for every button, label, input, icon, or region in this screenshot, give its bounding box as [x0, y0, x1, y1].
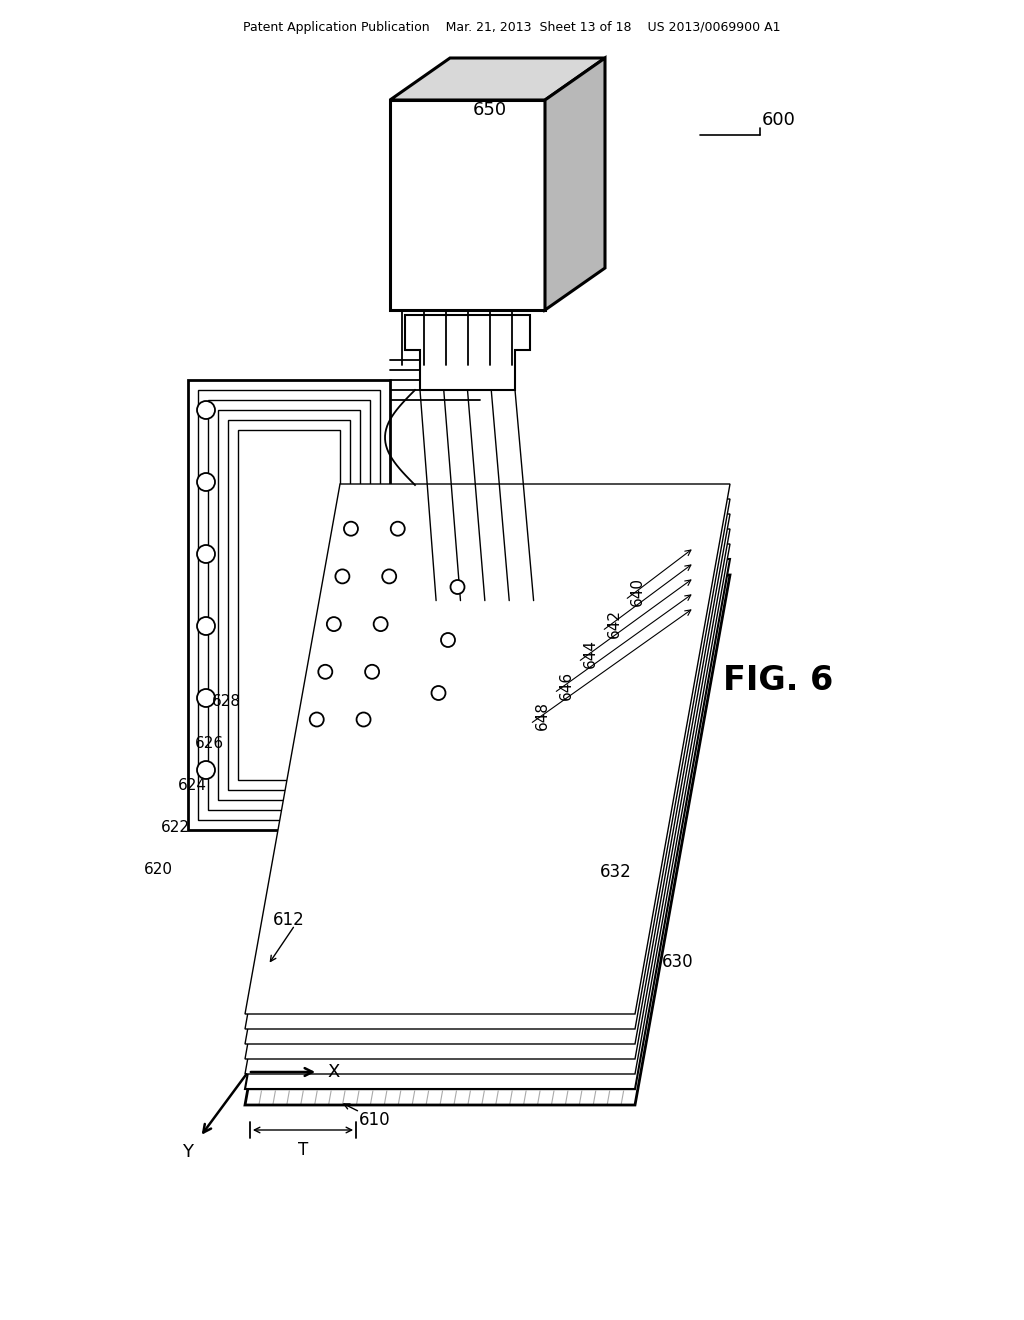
Text: T: T — [298, 1140, 308, 1159]
Bar — [198, 389, 380, 820]
Polygon shape — [245, 544, 730, 1074]
Text: 622: 622 — [161, 821, 190, 836]
Bar — [238, 430, 340, 780]
Polygon shape — [245, 558, 730, 1089]
Circle shape — [197, 616, 215, 635]
Circle shape — [366, 665, 379, 678]
Circle shape — [451, 579, 465, 594]
Text: 644: 644 — [583, 639, 598, 668]
Bar — [188, 380, 390, 830]
Polygon shape — [406, 315, 530, 389]
Text: 630: 630 — [662, 953, 693, 972]
Circle shape — [382, 569, 396, 583]
Circle shape — [374, 616, 388, 631]
Circle shape — [197, 401, 215, 418]
Circle shape — [336, 569, 349, 583]
Bar — [228, 420, 350, 789]
Text: 624: 624 — [178, 779, 207, 793]
Circle shape — [356, 713, 371, 726]
Bar — [218, 411, 360, 800]
Text: 640: 640 — [630, 578, 645, 606]
Text: 628: 628 — [212, 694, 241, 710]
Circle shape — [441, 634, 455, 647]
Text: 620: 620 — [144, 862, 173, 878]
Circle shape — [197, 762, 215, 779]
Text: 600: 600 — [762, 111, 796, 129]
Polygon shape — [245, 513, 730, 1044]
Circle shape — [391, 521, 404, 536]
Circle shape — [197, 545, 215, 564]
Circle shape — [318, 665, 333, 678]
Text: 648: 648 — [535, 701, 550, 730]
Polygon shape — [245, 499, 730, 1030]
Circle shape — [197, 473, 215, 491]
Text: 612: 612 — [273, 911, 305, 929]
Polygon shape — [245, 576, 730, 1105]
Text: FIG. 6: FIG. 6 — [723, 664, 834, 697]
Text: Y: Y — [182, 1143, 194, 1162]
Text: X: X — [328, 1063, 340, 1081]
Text: 650: 650 — [473, 102, 507, 119]
Circle shape — [344, 521, 358, 536]
Text: 610: 610 — [359, 1111, 391, 1129]
Polygon shape — [545, 58, 605, 310]
Text: 626: 626 — [195, 737, 224, 751]
Circle shape — [431, 686, 445, 700]
Bar — [208, 400, 370, 810]
Text: Patent Application Publication    Mar. 21, 2013  Sheet 13 of 18    US 2013/00699: Patent Application Publication Mar. 21, … — [244, 21, 780, 34]
Circle shape — [197, 689, 215, 708]
Text: 646: 646 — [559, 671, 574, 700]
Polygon shape — [245, 529, 730, 1059]
Bar — [390, 100, 545, 310]
Text: 632: 632 — [600, 863, 632, 880]
Circle shape — [309, 713, 324, 726]
Circle shape — [327, 616, 341, 631]
Polygon shape — [390, 58, 605, 100]
Text: 642: 642 — [607, 609, 622, 638]
Polygon shape — [245, 484, 730, 1014]
